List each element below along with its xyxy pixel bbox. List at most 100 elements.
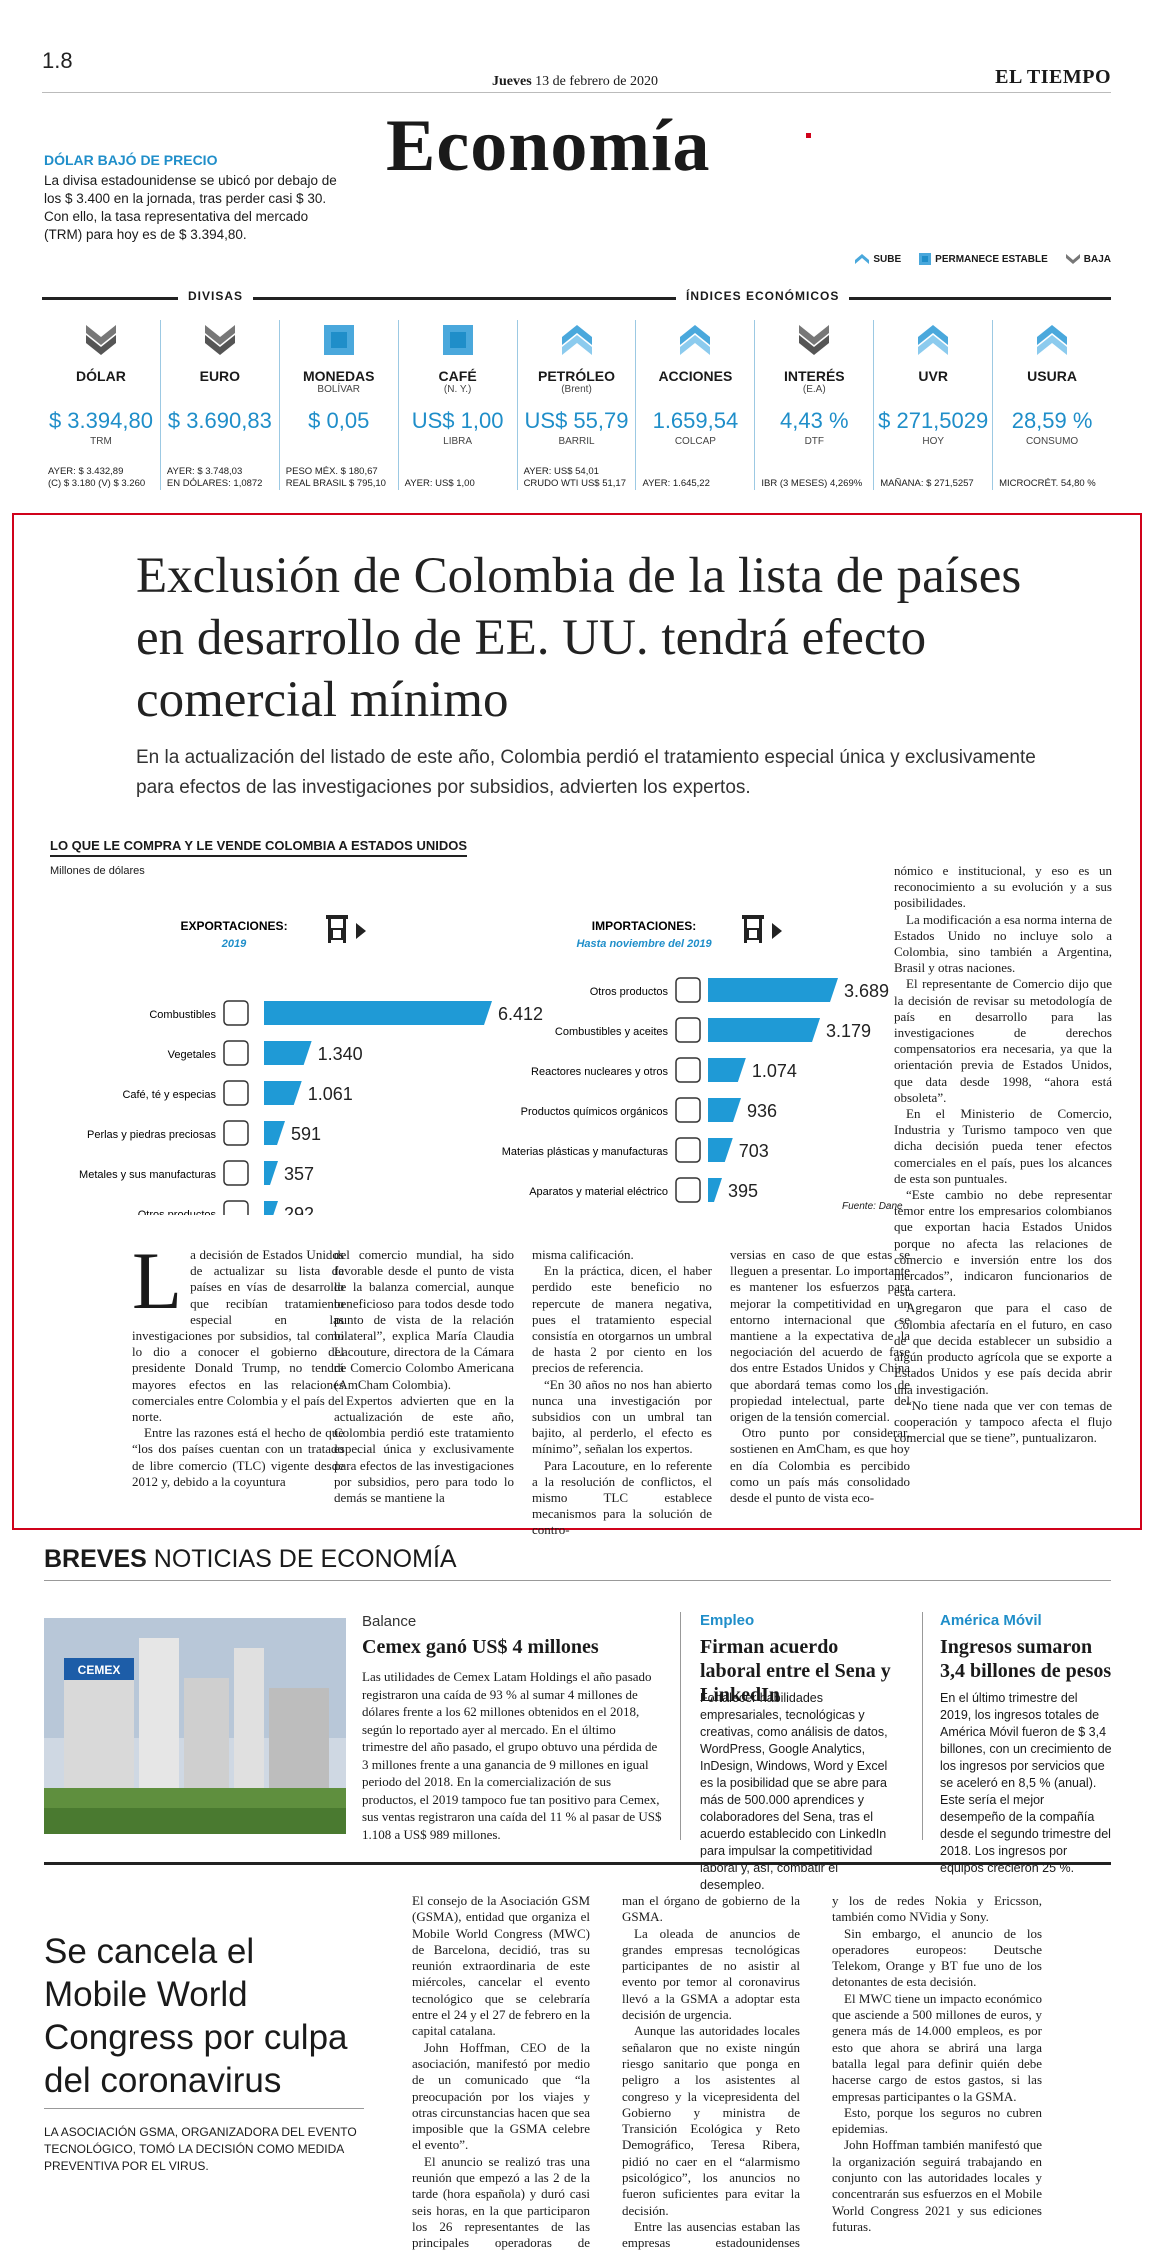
indicator-sub: [993, 384, 1111, 396]
panel-period: 2019: [221, 938, 247, 950]
indicator-unit: COLCAP: [674, 436, 716, 447]
crane-icon: [343, 919, 346, 943]
bar: [264, 1161, 278, 1185]
trend-up-icon: [993, 320, 1111, 360]
dropcap: L: [132, 1235, 183, 1326]
container-icon: [331, 928, 343, 940]
brand-dot: [806, 133, 811, 138]
indicator-unit: HOY: [922, 436, 945, 447]
legend-stable: PERMANECE ESTABLE: [919, 253, 1048, 265]
indicator-unit: DTF: [804, 436, 825, 447]
trend-legend: SUBE PERMANECE ESTABLE BAJA: [855, 253, 1111, 265]
arrow-icon: [772, 923, 782, 939]
breve-1-category: Balance: [362, 1613, 417, 1630]
indicator-name: DÓLAR: [76, 368, 126, 384]
article-column-5: nómico e institucional, y eso es un reco…: [894, 863, 1112, 1446]
indicator-uvr: UVR $ 271,5029 HOY MAÑANA: $ 271,5257: [874, 320, 994, 490]
breve-2-text: Fortalecer habilidades empresariales, te…: [700, 1691, 888, 1892]
panel-period: Hasta noviembre del 2019: [576, 938, 712, 950]
category-label: Productos químicos orgánicos: [521, 1106, 669, 1118]
category-icon: [223, 1120, 249, 1146]
indicator-sub: BOLÍVAR: [317, 384, 361, 395]
indicator-footnote: PESO MÉX. $ 180,67 REAL BRASIL $ 795,10: [285, 466, 386, 489]
breve-3-title: Ingresos sumaron 3,4 billones de pesos: [940, 1636, 1112, 1682]
indicator-name: UVR: [918, 368, 948, 384]
trend-stable-icon: [280, 320, 398, 360]
indicator-footnote: AYER: US$ 54,01 CRUDO WTI US$ 51,17: [523, 466, 626, 489]
legend-down: BAJA: [1065, 253, 1111, 265]
dolar-heading: DÓLAR BAJÓ DE PRECIO: [44, 152, 218, 168]
category-label: Reactores nucleares y otros: [531, 1066, 668, 1078]
indicator-footnote: IBR (3 MESES) 4,269%: [761, 478, 863, 489]
category-icon: [223, 1000, 249, 1026]
newspaper-name: EL TIEMPO: [995, 66, 1111, 88]
indicator-dólar: DÓLAR $ 3.394,80 TRM AYER: $ 3.432,89 (C) $ …: [42, 320, 161, 490]
breves-heading: BREVES NOTICIAS DE ECONOMÍA: [44, 1545, 457, 1573]
bar-value-label: 3.179: [826, 1021, 871, 1041]
bar-value-label: 357: [284, 1164, 314, 1184]
breve-2-title: Firman acuerdo laboral entre el Sena y L…: [700, 1636, 891, 1706]
indicator-footnote: AYER: 1.645,22: [642, 478, 710, 489]
bar-value-label: 6.412: [498, 1004, 543, 1024]
category-icon: [223, 1080, 249, 1106]
indicator-usura: USURA 28,59 % CONSUMO MICROCRÉT. 54,80 %: [993, 320, 1111, 490]
indicator-sub: [42, 384, 160, 396]
chart-title: LO QUE LE COMPRA Y LE VENDE COLOMBIA A E…: [50, 838, 467, 857]
article-deck: En la actualización del listado de este …: [136, 747, 1036, 798]
article-column-2: del comercio mundial, ha sido favorable …: [334, 1247, 514, 1506]
indicator-name: PETRÓLEO: [538, 368, 616, 384]
category-icon: [223, 1040, 249, 1066]
dolar-summary: DÓLAR BAJÓ DE PRECIO La divisa estadouni…: [44, 152, 344, 244]
trend-down-icon: [42, 320, 160, 360]
indicator-footnote: AYER: US$ 1,00: [404, 478, 475, 489]
breve-3-category: América Móvil: [940, 1612, 1042, 1629]
divider: [42, 92, 1111, 93]
indicator-value: 28,59 %: [1011, 408, 1093, 433]
indicator-sub: (E.A): [802, 384, 826, 395]
category-icon: [675, 1137, 701, 1163]
bar-value-label: 703: [739, 1141, 769, 1161]
mwc-column-3: y los de redes Nokia y Ericsson, también…: [832, 1893, 1042, 2234]
trend-down-icon: [161, 320, 279, 360]
container-icon: [747, 928, 759, 940]
crane-icon: [742, 915, 764, 919]
category-icon: [223, 1160, 249, 1186]
divider: [44, 1580, 1111, 1581]
mwc-column-2: man el órgano de gobierno de la GSMA. La…: [622, 1893, 800, 2252]
indicator-value: $ 3.690,83: [167, 408, 272, 433]
trend-up-icon: [518, 320, 636, 360]
category-label: Metales y sus manufacturas: [79, 1169, 216, 1181]
page-number: 1.8: [42, 48, 73, 73]
article-column-4: versias en caso de que estas se lleguen …: [730, 1247, 910, 1506]
mwc-column-1: El consejo de la Asociación GSM (GSMA), …: [412, 1893, 590, 2252]
category-icon: [675, 1017, 701, 1043]
indicator-petróleo: PETRÓLEO (Brent) US$ 55,79 BARRIL AYER: US$ …: [518, 320, 637, 490]
indicator-name: EURO: [199, 368, 241, 384]
article-headline: Exclusión de Colombia de la lista de paí…: [136, 548, 1022, 728]
bar-value-label: 591: [291, 1124, 321, 1144]
indicators-row: DÓLAR $ 3.394,80 TRM AYER: $ 3.432,89 (C) $ …: [42, 320, 1111, 490]
indicator-value: US$ 55,79: [524, 408, 629, 433]
indicator-sub: [874, 384, 992, 396]
indicator-sub: [636, 384, 754, 396]
indicator-unit: LIBRA: [443, 436, 473, 447]
issue-date: Jueves 13 de febrero de 2020: [492, 74, 659, 89]
indicator-value: 4,43 %: [780, 408, 849, 433]
category-label: Vegetales: [168, 1049, 217, 1061]
bar: [708, 1058, 746, 1082]
breve-2-category: Empleo: [700, 1612, 755, 1629]
mwc-headline: Se cancela el Mobile World Congress por …: [44, 1932, 348, 2100]
main-article: Exclusión de Colombia de la lista de paí…: [12, 513, 1142, 1537]
bar-value-label: 1.061: [308, 1084, 353, 1104]
category-label: Aparatos y material eléctrico: [529, 1186, 668, 1198]
category-label: Combustibles: [149, 1009, 216, 1021]
indicator-unit: TRM: [90, 436, 112, 447]
bar: [264, 1001, 492, 1025]
indicator-footnote: AYER: $ 3.432,89 (C) $ 3.180 (V) $ 3.260: [48, 466, 146, 489]
divisas-label: DIVISAS: [178, 289, 254, 303]
arrow-icon: [356, 923, 366, 939]
indicator-name: USURA: [1027, 368, 1077, 384]
indicator-footnote: MAÑANA: $ 271,5257: [880, 478, 974, 489]
up-arrow-icon: [855, 254, 870, 264]
